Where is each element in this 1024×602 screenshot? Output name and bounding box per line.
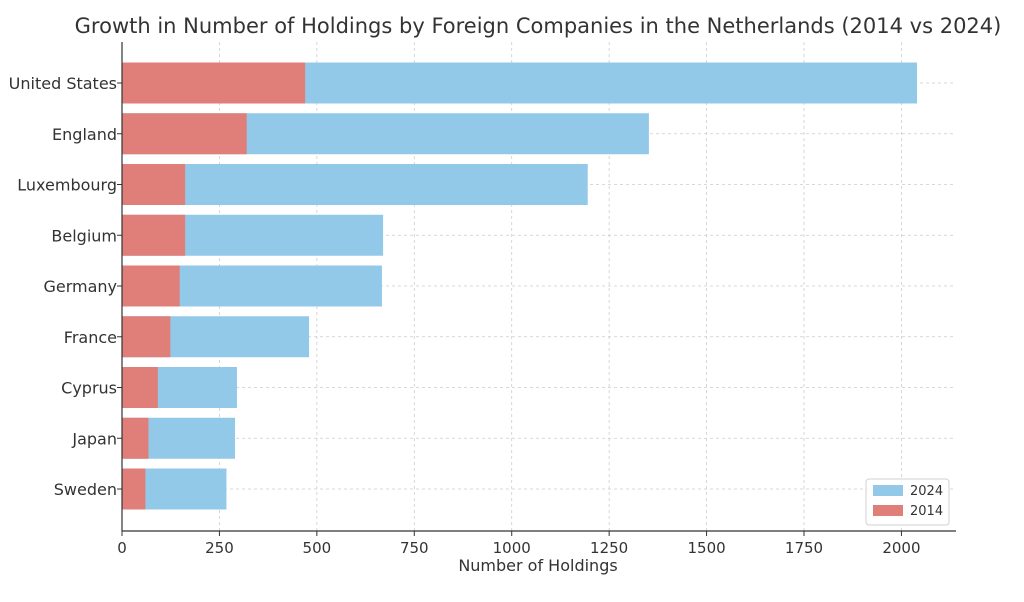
legend-swatch-2014 bbox=[873, 505, 903, 516]
category-label: France bbox=[64, 328, 117, 347]
legend: 2024 2014 bbox=[865, 478, 950, 526]
x-tick-labels: 0 250 500 750 1000 1250 1500 1750 2000 bbox=[117, 531, 921, 557]
bar-2014-sweden bbox=[122, 468, 146, 510]
category-label: England bbox=[52, 125, 117, 144]
legend-swatch-2024 bbox=[873, 485, 903, 496]
x-tick-label: 1500 bbox=[687, 539, 725, 557]
legend-label-2014: 2014 bbox=[910, 504, 943, 519]
category-label: United States bbox=[9, 74, 117, 93]
bar-2024-luxembourg bbox=[122, 164, 588, 205]
bar-2014-cyprus bbox=[122, 367, 158, 408]
x-tick-label: 1000 bbox=[493, 539, 531, 557]
legend-label-2024: 2024 bbox=[910, 484, 943, 499]
x-tick-label: 2000 bbox=[882, 539, 920, 557]
category-labels: United States England Luxembourg Belgium Ger… bbox=[9, 74, 122, 499]
chart-title: Growth in Number of Holdings by Foreign … bbox=[75, 14, 1002, 38]
x-tick-label: 1250 bbox=[590, 539, 628, 557]
x-tick-label: 500 bbox=[303, 539, 332, 557]
bar-2014-japan bbox=[122, 417, 149, 459]
bar-2014-france bbox=[122, 316, 171, 358]
category-label: Sweden bbox=[54, 480, 117, 499]
bar-2014-luxembourg bbox=[122, 164, 186, 205]
category-label: Cyprus bbox=[61, 379, 117, 398]
x-tick-label: 750 bbox=[400, 539, 429, 557]
category-label: Germany bbox=[43, 277, 117, 296]
bar-2014-belgium bbox=[122, 214, 186, 256]
bar-2014-germany bbox=[122, 265, 180, 307]
bars bbox=[122, 62, 918, 510]
x-tick-label: 1750 bbox=[785, 539, 823, 557]
x-axis-label: Number of Holdings bbox=[458, 556, 617, 575]
category-label: Belgium bbox=[51, 226, 117, 245]
category-label: Luxembourg bbox=[17, 176, 117, 195]
x-tick-label: 250 bbox=[205, 539, 234, 557]
category-label: Japan bbox=[71, 429, 117, 448]
bar-2014-england bbox=[122, 113, 247, 155]
x-tick-label: 0 bbox=[117, 539, 127, 557]
bar-2014-united-states bbox=[122, 62, 306, 104]
